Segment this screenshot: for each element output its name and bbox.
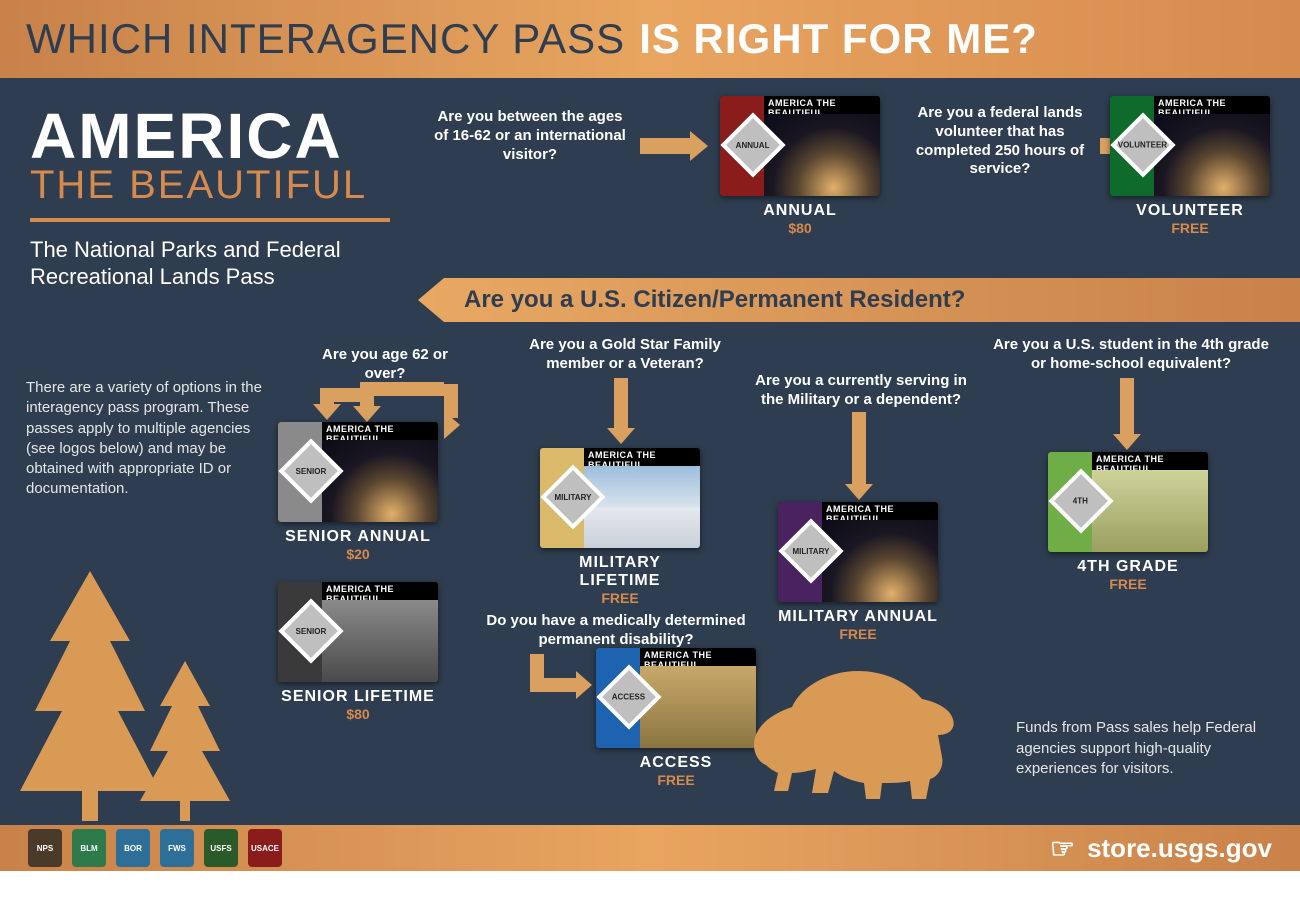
card-mil-lifetime-price: FREE: [540, 590, 700, 606]
card-senior-lifetime-name: SENIOR LIFETIME: [278, 688, 438, 706]
title-bold: IS RIGHT FOR ME?: [639, 15, 1038, 63]
card-access-price: FREE: [596, 772, 756, 788]
card-senior-lifetime-image: AMERICA THE BEAUTIFUL SENIOR: [278, 582, 438, 682]
card-mil-annual: AMERICA THE BEAUTIFUL MILITARY MILITARY …: [778, 502, 938, 642]
brand-rule: [30, 218, 390, 222]
card-fourth-name: 4TH GRADE: [1048, 558, 1208, 576]
agency-logo: BOR: [116, 829, 150, 867]
card-senior-annual-price: $20: [278, 546, 438, 562]
q-senior: Are you age 62 or over?: [300, 346, 470, 384]
card-access: AMERICA THE BEAUTIFUL ACCESS ACCESS FREE: [596, 648, 756, 788]
q-milserve: Are you a currently serving in the Milit…: [746, 372, 976, 410]
card-annual-name: ANNUAL: [720, 202, 880, 220]
card-annual-image: AMERICA THE BEAUTIFUL ANNUAL: [720, 96, 880, 196]
pointing-hand-icon: ☞: [1050, 832, 1075, 865]
tree-icon-large: [20, 571, 160, 821]
card-fourth: AMERICA THE BEAUTIFUL 4TH 4TH GRADE FREE: [1048, 452, 1208, 592]
card-fourth-image: AMERICA THE BEAUTIFUL 4TH: [1048, 452, 1208, 552]
card-mil-annual-name: MILITARY ANNUAL: [778, 608, 938, 626]
tree-icon-small: [140, 661, 230, 821]
card-mil-lifetime-name: MILITARY LIFETIME: [540, 554, 700, 590]
agency-logo: FWS: [160, 829, 194, 867]
q-annual: Are you between the ages of 16-62 or an …: [430, 108, 630, 164]
agency-logo: USACE: [248, 829, 282, 867]
arrow-to-fourth: [1120, 378, 1134, 434]
store-url: store.usgs.gov: [1087, 833, 1272, 864]
title-band: WHICH INTERAGENCY PASS IS RIGHT FOR ME?: [0, 0, 1300, 78]
agency-logos: NPS BLM BOR FWS USFS USACE: [28, 829, 282, 867]
card-annual: AMERICA THE BEAUTIFUL ANNUAL ANNUAL $80: [720, 96, 880, 236]
card-mil-lifetime-image: AMERICA THE BEAUTIFUL MILITARY: [540, 448, 700, 548]
card-mil-lifetime: AMERICA THE BEAUTIFUL MILITARY MILITARY …: [540, 448, 700, 606]
card-senior-lifetime-price: $80: [278, 706, 438, 722]
card-volunteer: AMERICA THE BEAUTIFUL VOLUNTEER VOLUNTEE…: [1110, 96, 1270, 236]
agency-logo: USFS: [204, 829, 238, 867]
card-mil-annual-image: AMERICA THE BEAUTIFUL MILITARY: [778, 502, 938, 602]
intro-text: There are a variety of options in the in…: [26, 378, 266, 500]
main-panel: AMERICA THE BEAUTIFUL The National Parks…: [0, 78, 1300, 871]
title-thin: WHICH INTERAGENCY PASS: [26, 15, 625, 63]
arrow-to-annual: [640, 138, 690, 154]
store-link[interactable]: ☞ store.usgs.gov: [1050, 832, 1272, 865]
funds-note: Funds from Pass sales help Federal agenc…: [1016, 718, 1266, 779]
card-mil-annual-price: FREE: [778, 626, 938, 642]
q-access: Do you have a medically determined perma…: [486, 612, 746, 650]
arrow-to-mil-lifetime: [614, 378, 628, 428]
card-annual-price: $80: [720, 220, 880, 236]
brand-block: AMERICA THE BEAUTIFUL The National Parks…: [30, 106, 400, 291]
brand-line2: THE BEAUTIFUL: [30, 163, 400, 208]
card-volunteer-price: FREE: [1110, 220, 1270, 236]
card-senior-annual-image: AMERICA THE BEAUTIFUL SENIOR: [278, 422, 438, 522]
card-senior-annual: AMERICA THE BEAUTIFUL SENIOR SENIOR ANNU…: [278, 422, 438, 562]
bison-icon: [740, 669, 970, 819]
card-access-name: ACCESS: [596, 754, 756, 772]
card-volunteer-name: VOLUNTEER: [1110, 202, 1270, 220]
q-fourth: Are you a U.S. student in the 4th grade …: [986, 336, 1276, 374]
card-access-image: AMERICA THE BEAUTIFUL ACCESS: [596, 648, 756, 748]
card-fourth-price: FREE: [1048, 576, 1208, 592]
q-volunteer: Are you a federal lands volunteer that h…: [900, 104, 1100, 179]
citizen-question-bar: Are you a U.S. Citizen/Permanent Residen…: [418, 278, 1300, 322]
brand-line1: AMERICA: [30, 106, 400, 167]
footer-band: NPS BLM BOR FWS USFS USACE ☞ store.usgs.gov: [0, 825, 1300, 871]
arrow-to-mil-annual: [852, 412, 866, 484]
q-goldstar: Are you a Gold Star Family member or a V…: [510, 336, 740, 374]
agency-logo: NPS: [28, 829, 62, 867]
card-senior-annual-name: SENIOR ANNUAL: [278, 528, 438, 546]
card-senior-lifetime: AMERICA THE BEAUTIFUL SENIOR SENIOR LIFE…: [278, 582, 438, 722]
brand-tagline: The National Parks and Federal Recreatio…: [30, 236, 400, 291]
agency-logo: BLM: [72, 829, 106, 867]
card-volunteer-image: AMERICA THE BEAUTIFUL VOLUNTEER: [1110, 96, 1270, 196]
